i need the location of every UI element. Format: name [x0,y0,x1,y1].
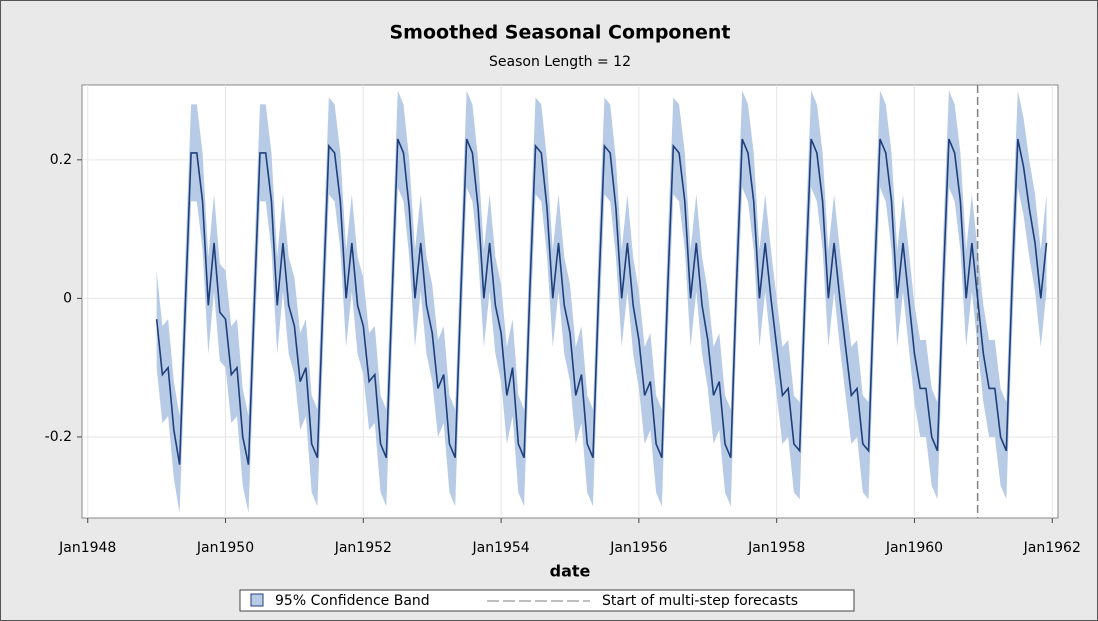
legend-label: Start of multi-step forecasts [602,593,798,609]
x-tick-label: Jan1958 [747,540,805,556]
y-tick-label: -0.2 [45,429,72,445]
x-tick-label: Jan1956 [609,540,667,556]
plot-layer [82,85,1058,518]
x-tick-label: Jan1948 [58,540,116,556]
y-tick-label: 0 [63,290,72,306]
legend-swatch [250,593,264,607]
x-tick-label: Jan1962 [1023,540,1081,556]
x-tick-label: Jan1952 [334,540,392,556]
x-tick-label: Jan1950 [196,540,254,556]
chart-title: Smoothed Seasonal Component [390,22,731,44]
x-axis-label: date [550,562,591,581]
legend-label: 95% Confidence Band [275,593,430,609]
legend: 95% Confidence Band Start of multi-step … [239,589,855,612]
y-tick-label: 0.2 [50,152,72,168]
x-tick-label: Jan1960 [885,540,943,556]
chart-subtitle: Season Length = 12 [489,54,631,70]
confidence-band [156,90,1047,514]
seasonal-line [155,138,1048,465]
x-tick-label: Jan1954 [471,540,529,556]
